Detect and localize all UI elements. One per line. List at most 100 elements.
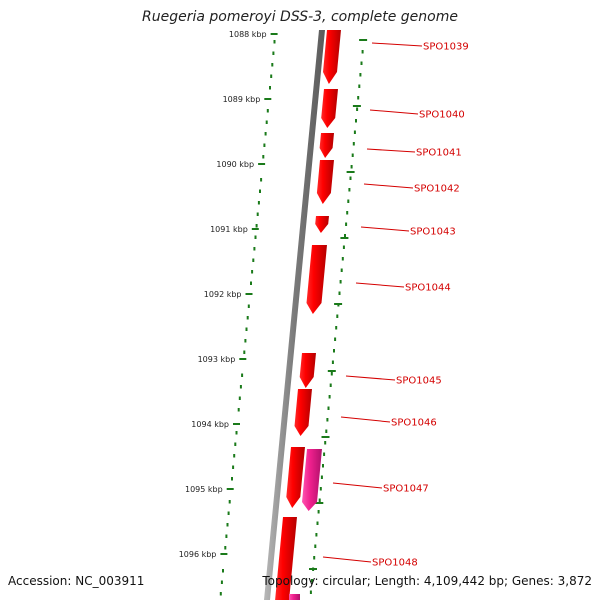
gene-arrow-spo1045[interactable] [299, 353, 316, 388]
gene-arrow-spo1048[interactable] [275, 517, 297, 600]
scale-minor-tick [266, 109, 269, 113]
scale-minor-tick [263, 143, 266, 147]
scale-minor-tick [345, 222, 348, 226]
scale-major-tick [258, 163, 266, 165]
scale-minor-tick [325, 429, 328, 433]
gene-label-spo1048[interactable]: SPO1048 [372, 558, 418, 569]
gene-label-spo1043[interactable]: SPO1043 [410, 227, 456, 238]
gene-arrow-partial[interactable] [289, 594, 300, 600]
genome-summary: Topology: circular; Length: 4,109,442 bp… [262, 574, 592, 588]
scale-minor-tick [318, 498, 321, 502]
scale-minor-tick [316, 521, 319, 525]
scale-minor-tick [265, 120, 268, 124]
gene-leader-line [332, 482, 383, 489]
scale-tick-label: 1091 kbp [210, 225, 248, 234]
scale-minor-tick [245, 327, 248, 331]
scale-tick-label: 1095 kbp [185, 485, 223, 494]
accession-text: Accession: NC_003911 [8, 574, 145, 588]
scale-major-tick [315, 502, 324, 504]
gene-arrow-spo1043[interactable] [315, 216, 329, 233]
gene-arrow-spo1039[interactable] [323, 30, 341, 84]
scale-major-tick [239, 358, 247, 360]
scale-minor-tick [235, 431, 238, 435]
gene-leader-line [363, 183, 414, 189]
gene-leader-line [345, 375, 396, 381]
scale-minor-tick [247, 304, 250, 308]
scale-minor-tick [272, 51, 275, 55]
scale-major-tick [327, 370, 336, 372]
scale-minor-tick [231, 477, 233, 481]
scale-minor-tick [238, 396, 241, 400]
scale-minor-tick [346, 211, 349, 215]
scale-minor-tick [331, 360, 334, 364]
scale-minor-tick [257, 201, 260, 205]
scale-minor-tick [252, 258, 255, 262]
scale-minor-tick [226, 523, 229, 527]
scale-minor-tick [348, 188, 351, 192]
scale-minor-tick [313, 556, 316, 560]
scale-minor-tick [250, 281, 252, 285]
scale-minor-tick [271, 63, 274, 67]
scale-minor-tick [264, 132, 267, 136]
gene-label-spo1047[interactable]: SPO1047 [383, 484, 429, 495]
scale-minor-tick [269, 86, 271, 90]
gene-arrow-spo1040[interactable] [321, 89, 338, 128]
genome-backbone [264, 30, 325, 600]
scale-minor-tick [361, 50, 364, 54]
scale-minor-tick [256, 212, 259, 216]
scale-minor-tick [328, 395, 331, 399]
scale-minor-tick [241, 373, 244, 377]
gene-arrow-adjacent[interactable] [286, 447, 305, 508]
scale-minor-tick [341, 257, 344, 261]
gene-label-spo1044[interactable]: SPO1044 [405, 283, 451, 294]
gene-leader-line [322, 556, 372, 563]
scale-minor-tick [255, 224, 258, 228]
gene-arrow-spo1041[interactable] [319, 133, 334, 158]
scale-tick-label: 1096 kbp [179, 550, 217, 559]
scale-minor-tick [327, 406, 330, 410]
scale-minor-tick [260, 178, 263, 182]
map-title: Ruegeria pomeroyi DSS-3, complete genome [142, 9, 458, 25]
scale-major-tick [334, 303, 343, 305]
scale-minor-tick [251, 270, 254, 274]
scale-major-tick [352, 105, 361, 107]
scale-minor-tick [311, 579, 313, 583]
gene-label-spo1040[interactable]: SPO1040 [419, 110, 465, 121]
scale-minor-tick [340, 268, 343, 272]
scale-major-tick [340, 237, 349, 239]
gene-label-spo1039[interactable]: SPO1039 [423, 42, 469, 53]
scale-minor-tick [351, 153, 354, 157]
scale-major-tick [359, 39, 368, 41]
gene-arrow-spo1042[interactable] [316, 160, 334, 204]
scale-minor-tick [243, 350, 246, 354]
scale-minor-tick [323, 452, 326, 456]
gene-label-spo1042[interactable]: SPO1042 [414, 184, 460, 195]
scale-minor-tick [237, 408, 240, 412]
scale-minor-tick [225, 534, 228, 538]
scale-minor-tick [309, 590, 312, 594]
scale-minor-tick [246, 316, 249, 320]
scale-minor-tick [244, 339, 247, 343]
scale-minor-tick [273, 40, 276, 44]
gene-arrow-spo1044[interactable] [306, 245, 328, 314]
scale-minor-tick [360, 61, 363, 65]
scale-minor-tick [344, 234, 346, 238]
scale-minor-tick [254, 235, 257, 239]
scale-tick-label: 1092 kbp [204, 290, 242, 299]
scale-minor-tick [329, 383, 332, 387]
gene-leader-line [371, 42, 423, 47]
gene-track [275, 30, 341, 600]
gene-label-spo1046[interactable]: SPO1046 [391, 418, 437, 429]
scale-minor-tick [320, 475, 323, 479]
gene-label-spo1041[interactable]: SPO1041 [416, 148, 462, 159]
scale-major-tick [321, 436, 330, 438]
scale-ticks: 1088 kbp 1089 kbp 1090 kbp 1091 kbp 1092 kbp… [179, 30, 368, 596]
scale-minor-tick [259, 189, 261, 193]
scale-minor-tick [234, 442, 237, 446]
gene-label-spo1045[interactable]: SPO1045 [396, 376, 442, 387]
scale-tick-label: 1089 kbp [223, 95, 261, 104]
scale-minor-tick [359, 73, 362, 77]
gene-arrow-spo1047[interactable] [302, 449, 322, 511]
scale-minor-tick [338, 291, 341, 295]
gene-arrow-spo1046[interactable] [294, 389, 313, 436]
